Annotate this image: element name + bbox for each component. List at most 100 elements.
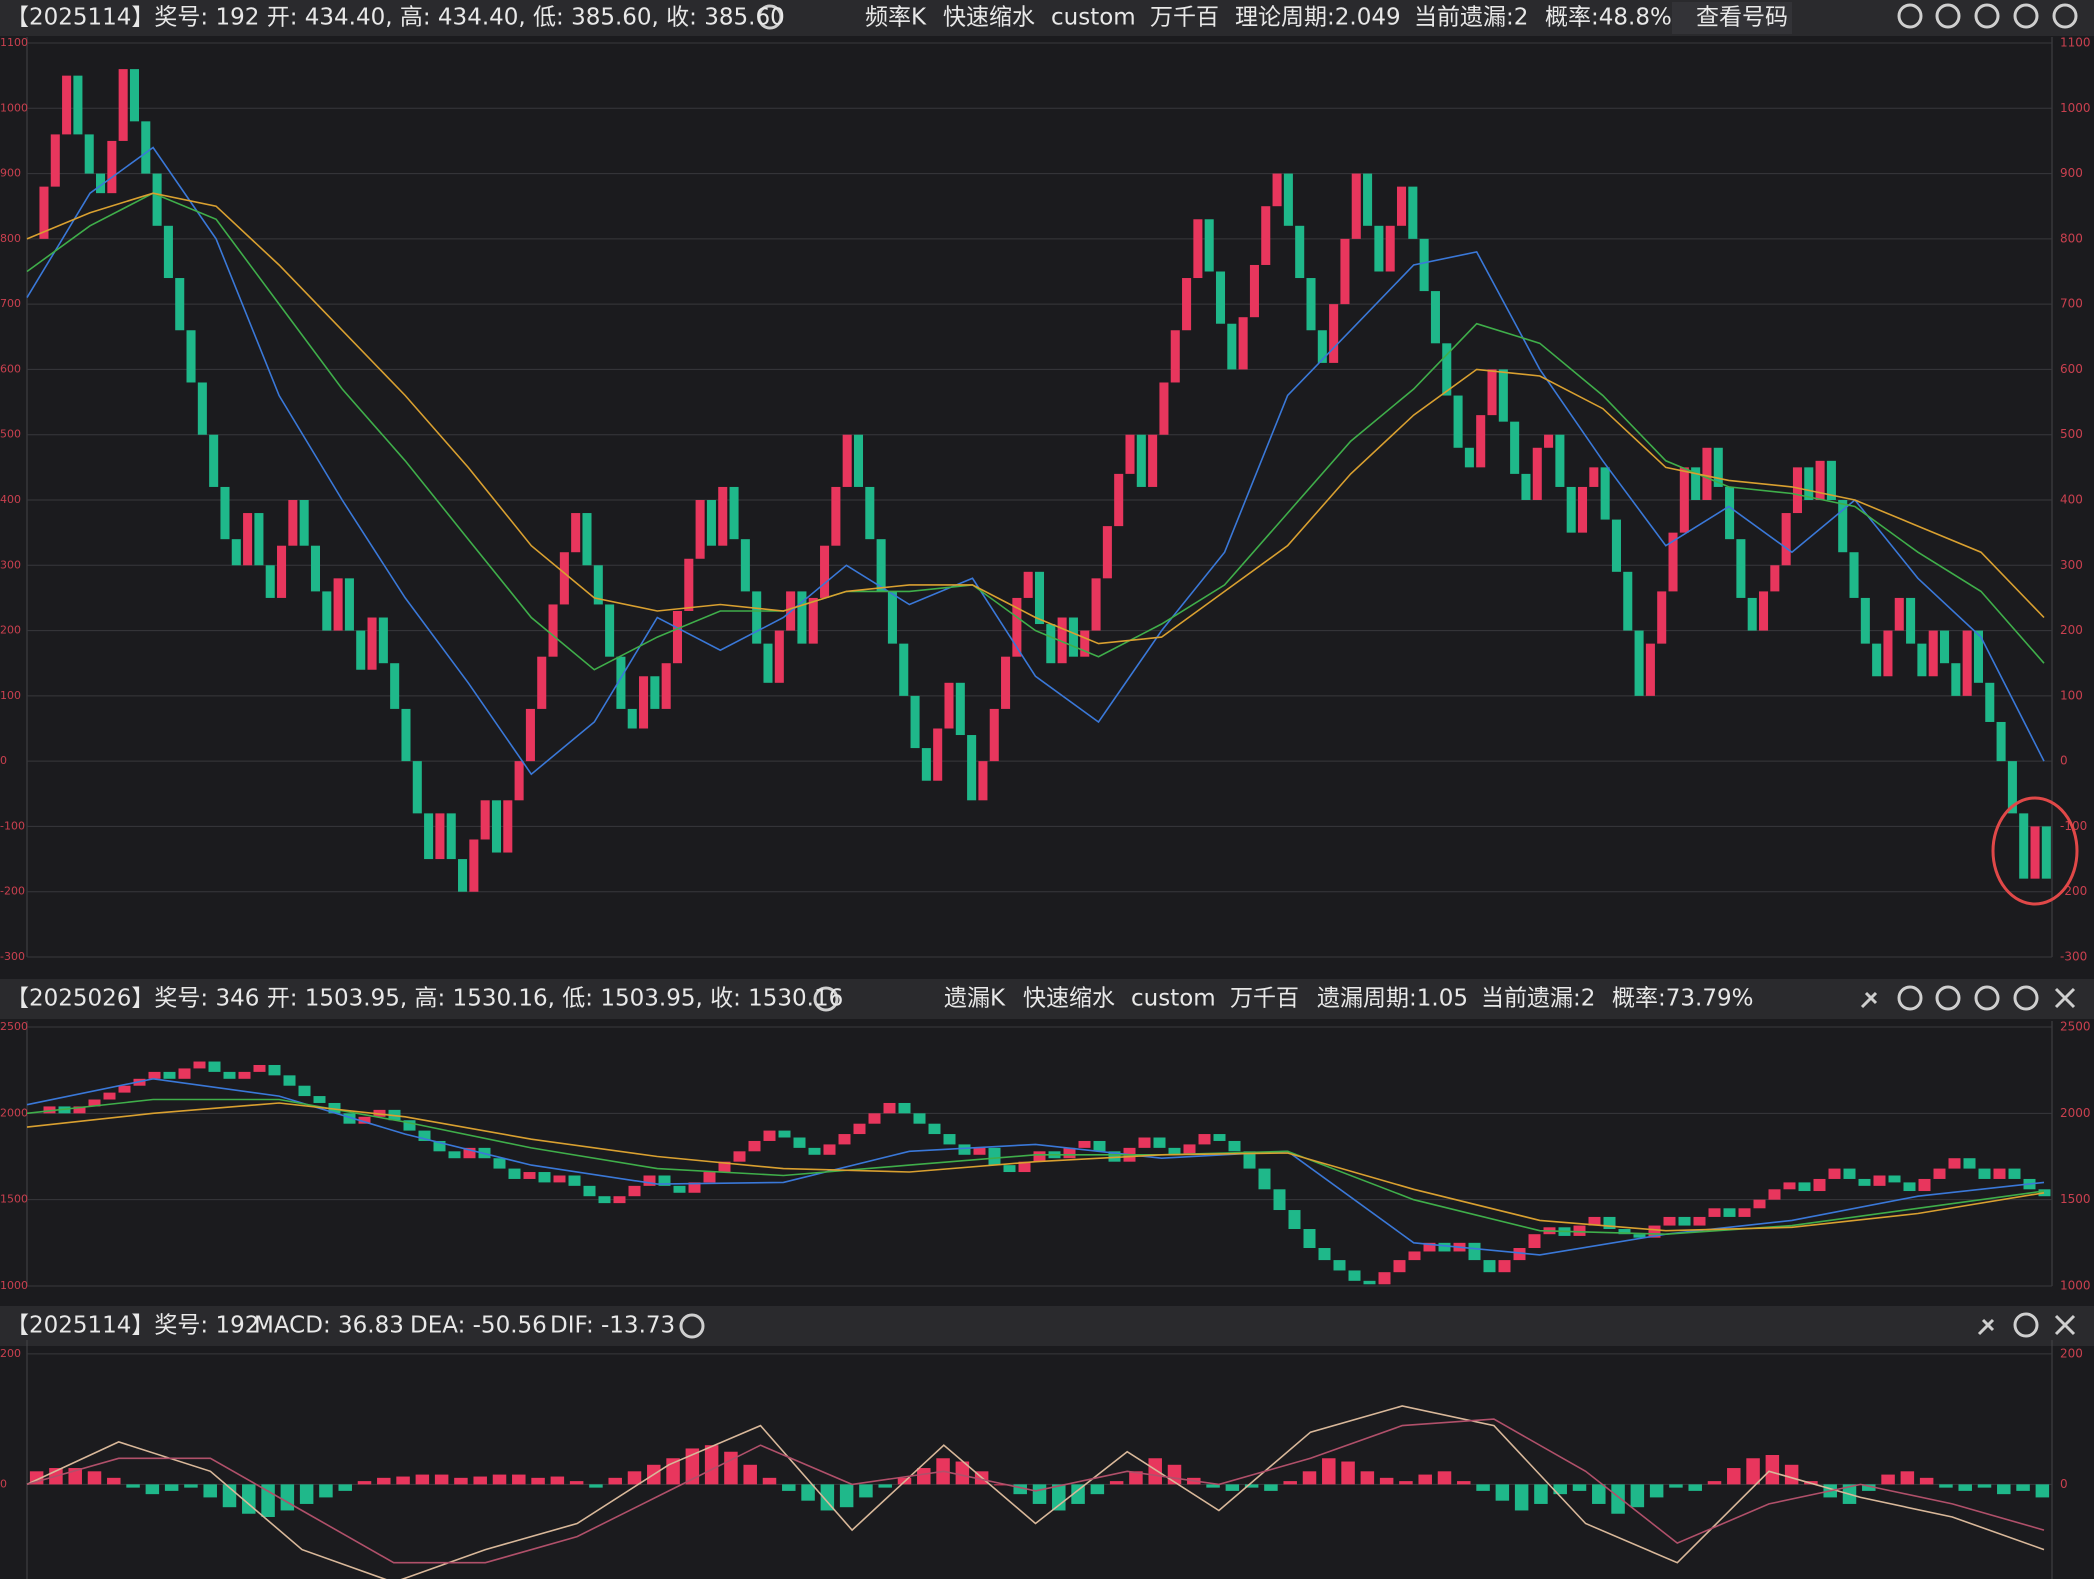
header-text: DIF: -13.73 — [550, 1313, 675, 1339]
brick — [152, 173, 162, 226]
brick — [752, 591, 762, 644]
brick — [433, 1140, 446, 1152]
y-tick-label: 2500 — [0, 1020, 28, 1033]
histogram-bar — [1283, 1481, 1297, 1485]
brick — [1566, 486, 1576, 533]
brick — [1843, 1168, 1856, 1179]
y-tick-label: 900 — [0, 167, 21, 180]
brick — [1753, 1199, 1766, 1209]
close-icon[interactable] — [2054, 1314, 2076, 1336]
header-text: custom — [1051, 5, 1136, 31]
help-icon[interactable] — [679, 1313, 705, 1339]
brick — [344, 578, 354, 631]
brick — [1182, 278, 1192, 331]
brick — [1114, 473, 1124, 527]
header-text: 快速缩水 — [943, 5, 1035, 31]
icon-button[interactable] — [1974, 3, 2000, 29]
y-tick-label: 2000 — [2060, 1106, 2091, 1120]
icon-button[interactable] — [1974, 985, 2000, 1011]
icon-button[interactable] — [1935, 985, 1961, 1011]
brick — [163, 1071, 176, 1079]
brick — [73, 1106, 86, 1114]
histogram-bar — [126, 1484, 140, 1488]
brick — [401, 708, 411, 762]
brick — [1159, 382, 1169, 435]
brick — [1978, 1168, 1991, 1179]
brick — [695, 500, 705, 559]
brick — [650, 676, 660, 709]
brick — [1798, 1182, 1811, 1192]
brick — [1985, 682, 1995, 722]
brick — [1018, 1161, 1031, 1173]
icon-button[interactable] — [2052, 3, 2078, 29]
icon-button[interactable] — [2013, 985, 2039, 1011]
brick — [1758, 591, 1769, 631]
header-text: 快速缩水 — [1023, 986, 1115, 1012]
histogram-bar — [1514, 1484, 1529, 1511]
brick — [1068, 617, 1078, 657]
brick — [1258, 1168, 1271, 1190]
brick — [1657, 591, 1667, 644]
header-text: 遗漏K — [944, 986, 1006, 1012]
brick — [310, 545, 321, 592]
pin-icon[interactable] — [1977, 1318, 1995, 1336]
header-text: 频率K — [865, 5, 927, 31]
brick — [944, 682, 954, 729]
brick — [1888, 1175, 1901, 1183]
brick — [1464, 447, 1474, 468]
brick — [1012, 597, 1022, 657]
brick — [740, 539, 750, 592]
brick — [1108, 1151, 1121, 1162]
histogram-bar — [1071, 1484, 1085, 1504]
brick — [1933, 1168, 1946, 1179]
brick — [525, 708, 535, 762]
brick — [718, 1161, 731, 1173]
brick — [943, 1134, 956, 1145]
histogram-bar — [1553, 1484, 1567, 1495]
histogram-bar — [1495, 1484, 1510, 1501]
brick — [958, 1144, 971, 1155]
header-bar — [0, 1306, 2094, 1346]
histogram-bar — [1206, 1484, 1220, 1488]
brick — [1860, 597, 1870, 644]
histogram-bar — [1225, 1484, 1240, 1491]
brick — [1204, 219, 1214, 272]
close-icon[interactable] — [2054, 987, 2076, 1009]
icon-button[interactable] — [1897, 3, 1923, 29]
brick — [418, 1130, 431, 1141]
y-tick-label: 0 — [0, 754, 7, 767]
help-icon[interactable] — [813, 986, 839, 1012]
brick — [1329, 304, 1339, 363]
icon-button[interactable] — [1897, 985, 1923, 1011]
icon-button[interactable] — [1935, 3, 1961, 29]
brick — [118, 69, 128, 141]
icon-button[interactable] — [2013, 1312, 2039, 1338]
brick — [403, 1120, 416, 1131]
pin-icon[interactable] — [1860, 991, 1878, 1009]
brick — [298, 1085, 311, 1097]
brick — [1668, 532, 1678, 592]
brick — [1193, 219, 1203, 279]
brick — [1483, 1260, 1496, 1273]
brick — [1528, 1234, 1541, 1249]
view-button[interactable] — [1672, 2, 1792, 34]
icon-button[interactable] — [2013, 3, 2039, 29]
line-series — [26, 1405, 2045, 1579]
y-tick-label: 300 — [2060, 558, 2083, 572]
brick — [1973, 630, 1983, 683]
brick — [1928, 630, 1938, 677]
y-tick-label: 1000 — [0, 101, 28, 114]
brick — [1906, 597, 1916, 644]
brick — [1430, 291, 1440, 344]
brick — [808, 1147, 821, 1155]
icons — [679, 3, 2078, 1339]
brick — [390, 663, 400, 709]
histogram-bar — [2016, 1484, 2030, 1491]
help-icon[interactable] — [757, 4, 783, 30]
brick — [220, 486, 230, 540]
brick — [62, 75, 72, 135]
y-tick-label: 100 — [0, 689, 21, 702]
brick — [1917, 643, 1927, 677]
histogram-bar — [1322, 1458, 1336, 1485]
